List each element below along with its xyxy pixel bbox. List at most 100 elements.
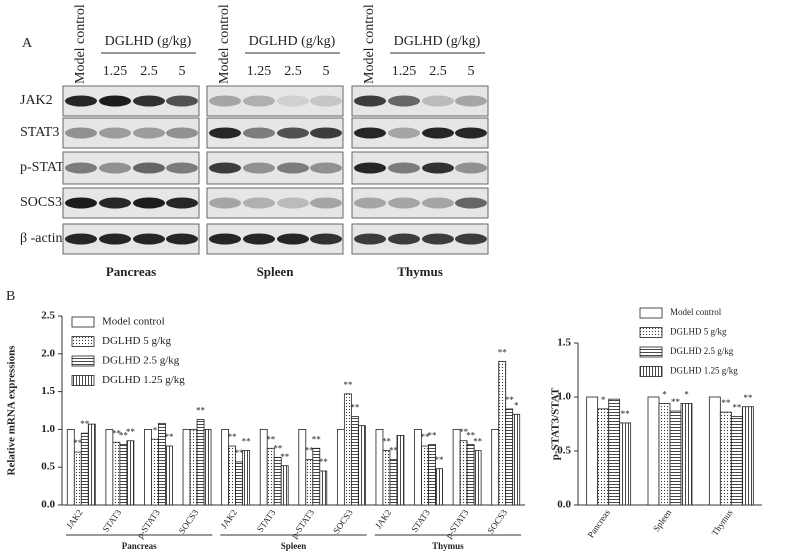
dose-header: DGLHD (g/kg) bbox=[249, 34, 336, 49]
tissue-label: Spleen bbox=[257, 264, 295, 279]
significance: ** bbox=[389, 446, 399, 456]
bar bbox=[189, 428, 198, 506]
bar bbox=[719, 411, 732, 506]
bar bbox=[119, 444, 128, 506]
blot-band bbox=[354, 95, 386, 107]
blot-band bbox=[310, 127, 342, 139]
blot-band bbox=[99, 197, 131, 209]
blot-band bbox=[388, 233, 420, 245]
bar bbox=[165, 445, 173, 506]
bar bbox=[389, 459, 398, 506]
blot-band bbox=[65, 95, 97, 107]
blot-band bbox=[133, 162, 165, 174]
blot-band bbox=[277, 162, 309, 174]
legend-swatch bbox=[639, 346, 663, 358]
legend-label: Model control bbox=[102, 316, 165, 328]
blot-band bbox=[166, 95, 198, 107]
blot-band bbox=[209, 233, 241, 245]
legend-swatch bbox=[71, 316, 95, 328]
blot-band bbox=[243, 197, 275, 209]
significance: ** bbox=[382, 437, 392, 447]
x-tick-label: SOCS3 bbox=[177, 507, 201, 535]
y-tick-label: 0.5 bbox=[557, 445, 571, 457]
blot-band bbox=[209, 95, 241, 107]
y-tick-label: 2.5 bbox=[41, 310, 55, 322]
blot-band bbox=[422, 162, 454, 174]
blot-band bbox=[209, 127, 241, 139]
blot-band bbox=[388, 162, 420, 174]
bar bbox=[203, 428, 212, 506]
blot-band bbox=[243, 95, 275, 107]
dose-label: 1.25 bbox=[392, 64, 417, 79]
y-axis-label: Relative mRNA expressions bbox=[6, 345, 18, 476]
blot-band bbox=[65, 127, 97, 139]
significance: ** bbox=[466, 431, 476, 441]
blot-band bbox=[422, 197, 454, 209]
bar bbox=[242, 450, 251, 506]
blot-band bbox=[422, 95, 454, 107]
dose-label: 2.5 bbox=[140, 64, 158, 79]
significance: * bbox=[662, 390, 667, 400]
column-header: Model control bbox=[362, 4, 377, 84]
blot-band bbox=[354, 233, 386, 245]
y-tick-label: 1.5 bbox=[557, 337, 571, 349]
blot-band bbox=[388, 127, 420, 139]
row-label: p-STAT3 bbox=[20, 160, 71, 175]
significance: * bbox=[684, 390, 689, 400]
significance: ** bbox=[721, 398, 731, 408]
blot-band bbox=[166, 127, 198, 139]
x-tick-label: JAK2 bbox=[373, 508, 393, 531]
y-tick-label: 1.0 bbox=[41, 423, 55, 435]
significance: ** bbox=[343, 380, 353, 390]
bar bbox=[680, 403, 693, 506]
x-tick-label: STAT3 bbox=[255, 507, 278, 534]
blot-band bbox=[310, 197, 342, 209]
blot bbox=[206, 85, 344, 117]
blot-band bbox=[243, 233, 275, 245]
blot-band bbox=[65, 197, 97, 209]
legend-label: DGLHD 2.5 g/kg bbox=[670, 346, 734, 356]
bar bbox=[73, 451, 82, 506]
blot bbox=[206, 187, 344, 219]
y-tick-label: 0.0 bbox=[41, 499, 55, 511]
significance: ** bbox=[743, 393, 753, 403]
row-label: STAT3 bbox=[20, 125, 59, 140]
significance: ** bbox=[228, 432, 238, 442]
significance: ** bbox=[164, 432, 174, 442]
bar bbox=[741, 406, 754, 506]
blot-band bbox=[455, 127, 487, 139]
blot-band bbox=[277, 233, 309, 245]
x-tick-label: STAT3 bbox=[409, 507, 432, 534]
significance: ** bbox=[350, 403, 360, 413]
legend-label: DGLHD 5 g/kg bbox=[670, 327, 727, 337]
bar bbox=[459, 440, 468, 506]
group-label: Spleen bbox=[281, 541, 307, 551]
legend-label: DGLHD 1.25 g/kg bbox=[670, 366, 738, 376]
bar bbox=[266, 447, 275, 506]
significance: * bbox=[601, 395, 606, 405]
blot-band bbox=[99, 95, 131, 107]
tissue-label: Thymus bbox=[397, 264, 443, 279]
bar bbox=[336, 428, 345, 506]
legend-swatch bbox=[639, 366, 663, 377]
row-label: JAK2 bbox=[20, 93, 53, 108]
group-label: Thymus bbox=[432, 541, 464, 551]
blot-band bbox=[166, 233, 198, 245]
panel-label: A bbox=[22, 36, 33, 51]
blot-band bbox=[422, 127, 454, 139]
x-tick-label: Thymus bbox=[710, 507, 735, 537]
dose-label: 2.5 bbox=[284, 64, 302, 79]
bar bbox=[658, 403, 671, 506]
blot-band bbox=[209, 162, 241, 174]
blot-band bbox=[277, 197, 309, 209]
bar bbox=[350, 416, 359, 506]
blot-band bbox=[455, 162, 487, 174]
blot-band bbox=[388, 197, 420, 209]
legend-label: DGLHD 2.5 g/kg bbox=[102, 355, 180, 367]
blot-band bbox=[310, 233, 342, 245]
x-tick-label: JAK2 bbox=[219, 508, 239, 531]
blot-band bbox=[310, 162, 342, 174]
bar bbox=[428, 444, 436, 506]
significance: ** bbox=[112, 428, 122, 438]
